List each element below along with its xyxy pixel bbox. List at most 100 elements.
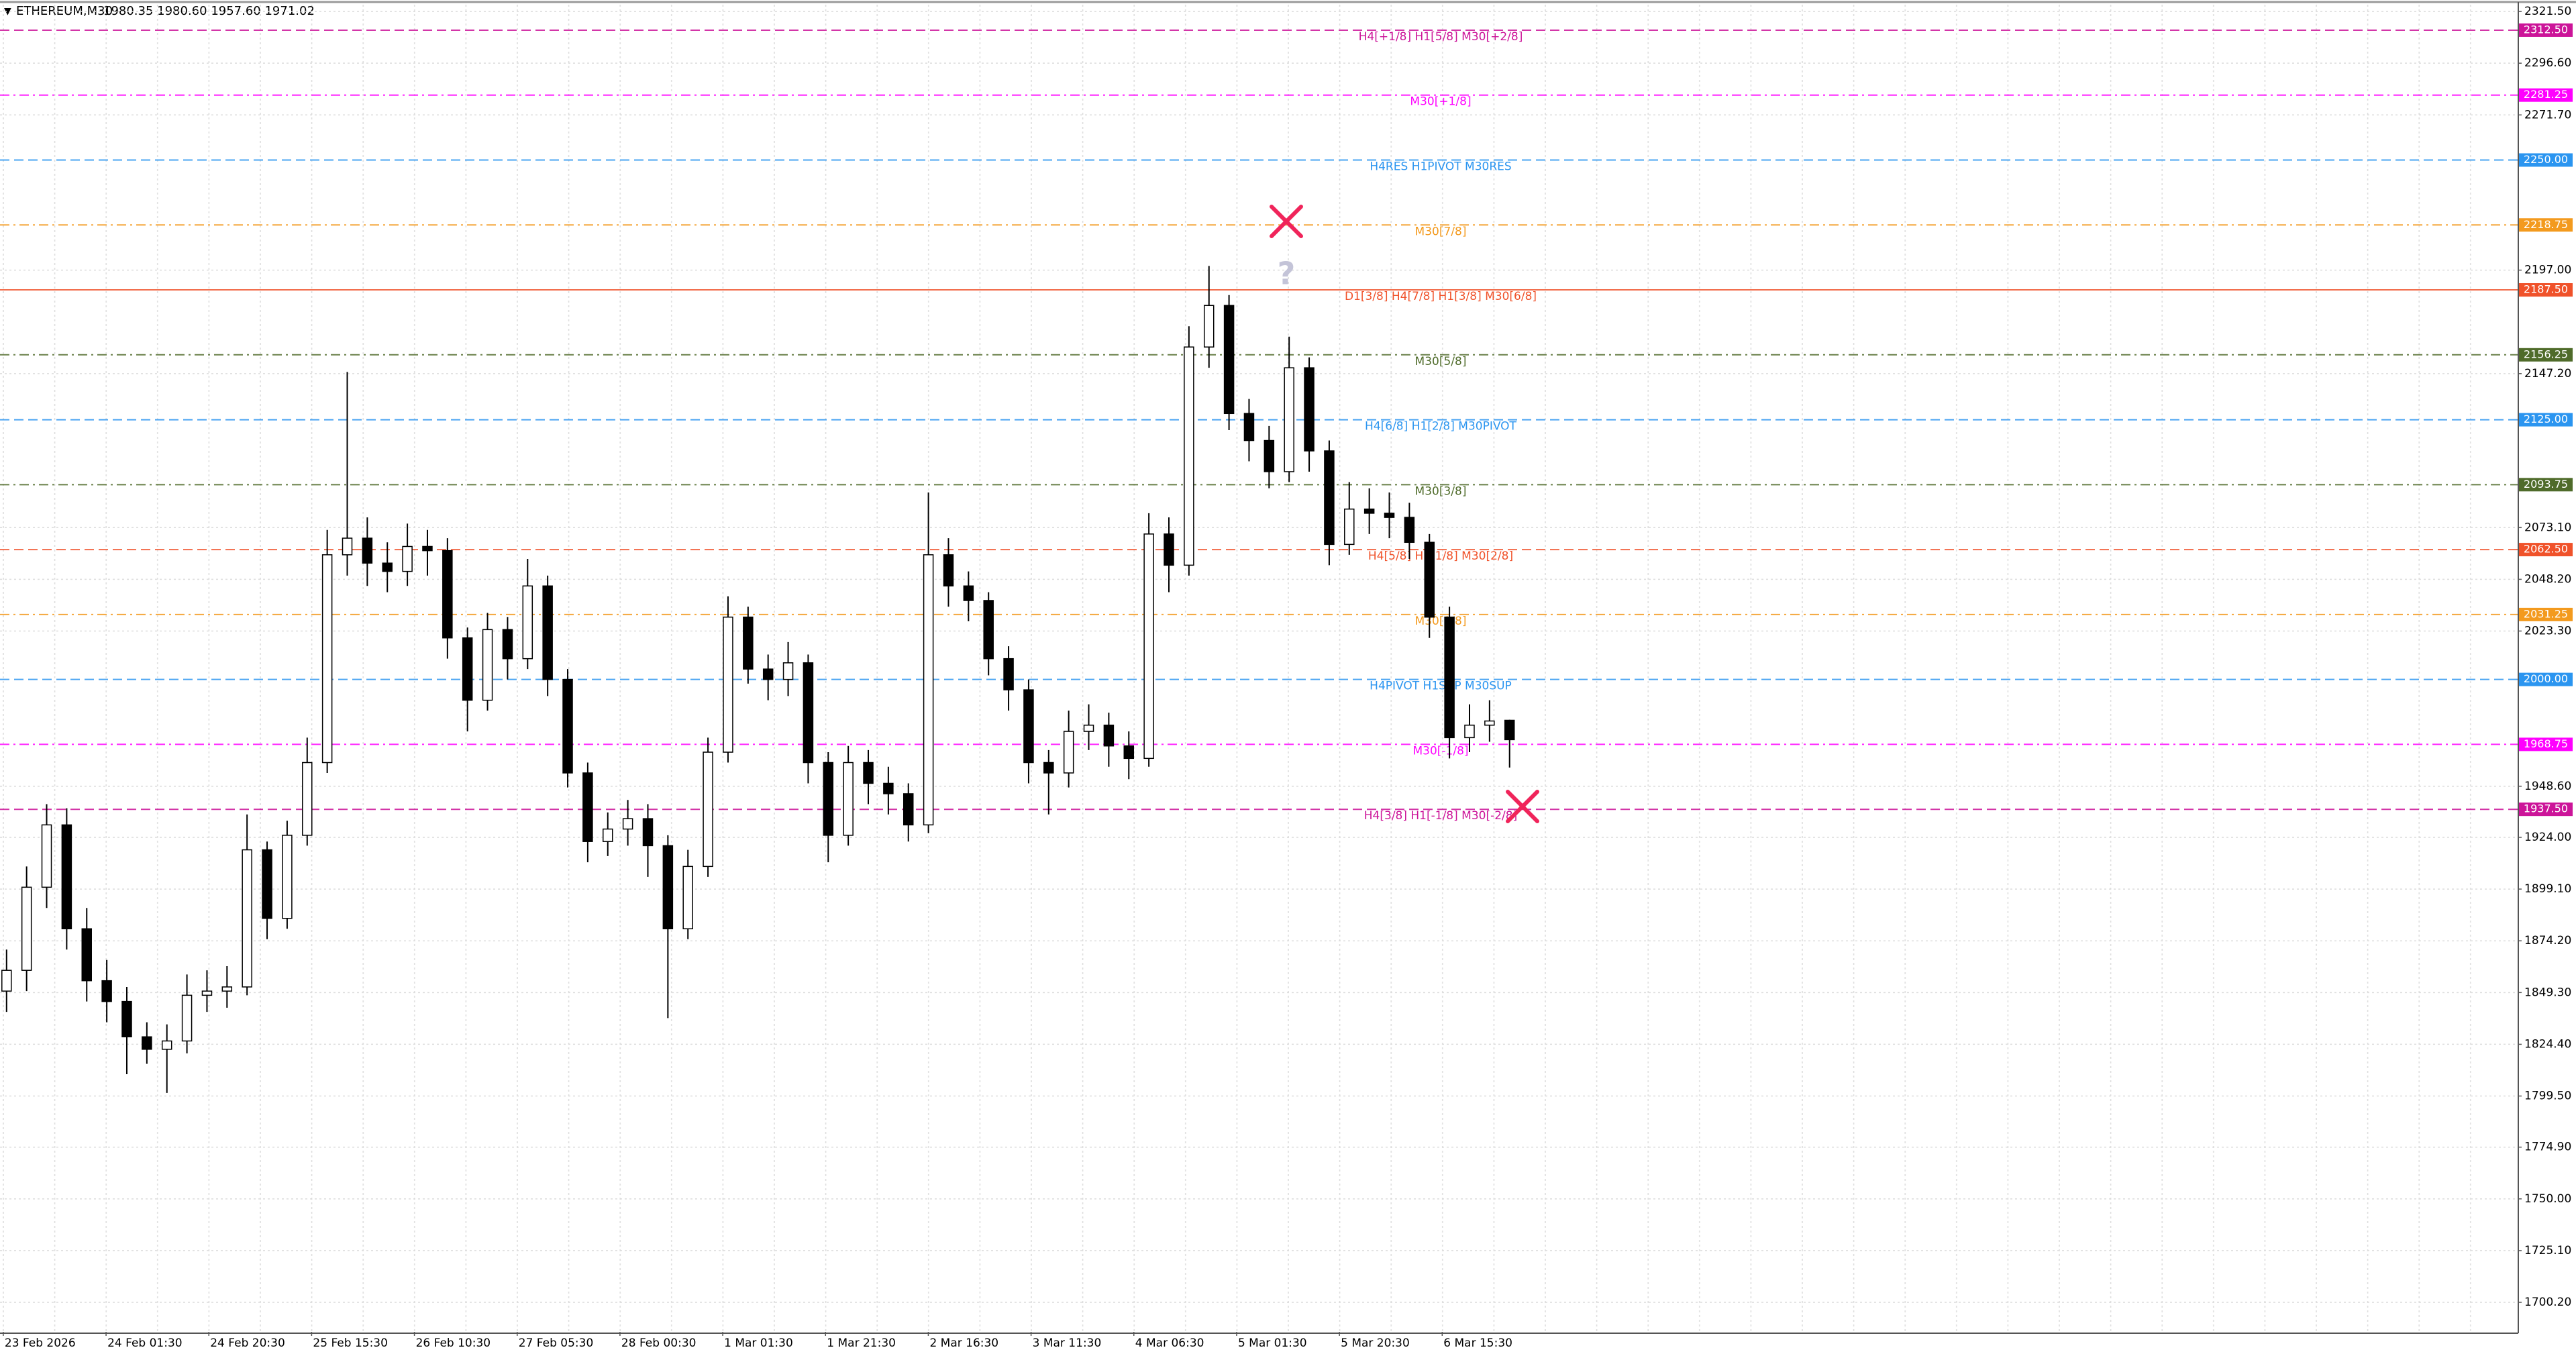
candle-body xyxy=(863,762,874,784)
candle-body xyxy=(402,545,413,572)
y-tick-label: 1725.10 xyxy=(2524,1244,2571,1257)
x-tick-label: 6 Mar 15:30 xyxy=(1443,1337,1512,1350)
candle-body xyxy=(41,824,52,888)
candle-body xyxy=(1103,725,1115,747)
level-text: H4PIVOT H1SUP M30SUP xyxy=(1370,680,1512,693)
level-text: H4[5/8] H1[1/8] M30[2/8] xyxy=(1368,550,1513,563)
y-tick-label: 2147.20 xyxy=(2524,367,2571,380)
vertical-grid xyxy=(0,3,2518,1332)
y-tick-label: 1774.90 xyxy=(2524,1141,2571,1154)
candle-body xyxy=(101,980,112,1002)
level-price-box xyxy=(2519,478,2573,492)
level-price-label: 2156.25 xyxy=(2524,348,2568,360)
y-tick-label: 1849.30 xyxy=(2524,986,2571,999)
y-tick-label: 2048.20 xyxy=(2524,572,2571,586)
candle-body xyxy=(1,970,12,992)
candle-body xyxy=(723,617,733,753)
ohlc-readout: 1980.35 1980.60 1957.60 1971.02 xyxy=(103,4,315,18)
candle-body xyxy=(502,629,513,660)
candle-body xyxy=(1003,658,1014,690)
y-tick-label: 1899.10 xyxy=(2524,882,2571,896)
menu-triangle[interactable]: ▼ xyxy=(4,6,11,17)
candle-body xyxy=(81,928,93,982)
candle-body xyxy=(1444,617,1455,739)
y-tick-label: 2023.30 xyxy=(2524,624,2571,637)
y-tick-label: 2296.60 xyxy=(2524,56,2571,70)
y-tick-label: 2073.10 xyxy=(2524,521,2571,534)
x-tick-label: 23 Feb 2026 xyxy=(5,1337,76,1350)
x-tick-label: 24 Feb 20:30 xyxy=(210,1337,285,1350)
candle-body xyxy=(662,845,674,929)
candle-body xyxy=(1243,413,1255,441)
level-price-box xyxy=(2519,672,2573,686)
y-tick-label: 2321.50 xyxy=(2524,5,2571,18)
candle-body xyxy=(823,762,834,836)
x-tick-label: 1 Mar 21:30 xyxy=(827,1337,896,1350)
y-tick-label: 1799.50 xyxy=(2524,1090,2571,1103)
marker-cross xyxy=(1270,205,1303,238)
level-price-label: 1937.50 xyxy=(2524,802,2568,815)
question-marker: ? xyxy=(1278,256,1296,292)
level-text: M30[1/8] xyxy=(1415,615,1467,628)
candle-body xyxy=(142,1036,152,1050)
candle-body xyxy=(201,990,213,996)
level-text: H4[3/8] H1[-1/8] M30[-2/8] xyxy=(1364,809,1517,823)
candle-body xyxy=(603,828,613,842)
candle-body xyxy=(442,550,453,639)
x-tick-label: 4 Mar 06:30 xyxy=(1135,1337,1204,1350)
candle-body xyxy=(943,554,954,587)
candle-body xyxy=(382,562,393,572)
y-tick-label: 2197.00 xyxy=(2524,264,2571,277)
candle-body xyxy=(703,751,713,868)
candle-body xyxy=(983,600,994,660)
level-price-box xyxy=(2519,23,2573,37)
candle-body xyxy=(422,545,433,552)
x-tick-label: 5 Mar 01:30 xyxy=(1238,1337,1307,1350)
level-text: M30[5/8] xyxy=(1415,355,1467,368)
candle-body xyxy=(1384,513,1395,518)
x-tick-label: 28 Feb 00:30 xyxy=(621,1337,697,1350)
level-text: M30[7/8] xyxy=(1415,225,1467,238)
candle-body xyxy=(61,824,72,929)
candle-body xyxy=(1304,367,1315,452)
candle-body xyxy=(262,849,272,919)
y-tick-label: 1948.60 xyxy=(2524,780,2571,793)
candle-body xyxy=(1344,508,1355,545)
candle-body xyxy=(1404,517,1415,543)
x-tick-label: 27 Feb 05:30 xyxy=(519,1337,594,1350)
level-price-label: 1968.75 xyxy=(2524,737,2568,750)
level-price-box xyxy=(2519,543,2573,557)
candle-body xyxy=(1143,533,1154,760)
level-price-label: 2312.50 xyxy=(2524,23,2568,36)
candle-body xyxy=(181,994,193,1042)
x-tick-label: 25 Feb 15:30 xyxy=(313,1337,388,1350)
candle-body xyxy=(302,762,313,836)
candle-body xyxy=(221,986,233,992)
level-text: H4RES H1PIVOT M30RES xyxy=(1370,160,1511,173)
candle-body xyxy=(743,617,754,670)
candle-body xyxy=(622,818,633,830)
candle-body xyxy=(903,793,914,826)
level-price-label: 2031.25 xyxy=(2524,607,2568,620)
level-price-box xyxy=(2519,413,2573,427)
x-tick-label: 3 Mar 11:30 xyxy=(1033,1337,1102,1350)
candle-body xyxy=(883,782,894,794)
candle-body xyxy=(1464,725,1475,739)
level-price-box xyxy=(2519,88,2573,102)
level-price-label: 2250.00 xyxy=(2524,153,2568,166)
level-price-box xyxy=(2519,607,2573,621)
candle-body xyxy=(682,866,693,929)
marker-cross xyxy=(1506,790,1539,823)
candle-body xyxy=(843,762,854,836)
level-text: M30[3/8] xyxy=(1415,484,1467,498)
x-tick-label: 2 Mar 16:30 xyxy=(929,1337,998,1350)
candle-body xyxy=(462,637,473,701)
candle-body xyxy=(1184,346,1194,566)
candle-body xyxy=(1043,762,1054,774)
candle-body xyxy=(1324,450,1335,545)
level-price-box xyxy=(2519,802,2573,817)
level-price-box xyxy=(2519,348,2573,362)
level-text: M30[-1/8] xyxy=(1412,744,1468,758)
